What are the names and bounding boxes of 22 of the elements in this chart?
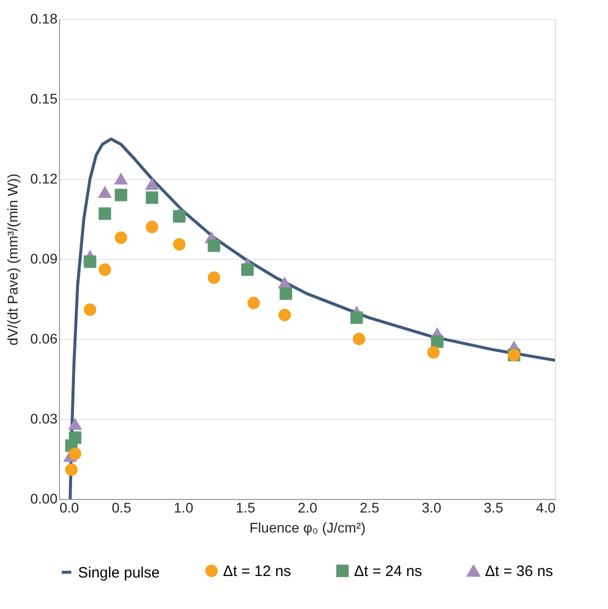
x-tick-label: 0.0 [60,500,80,516]
x-tick-label: 0.5 [112,500,132,516]
x-tick-label: 1.0 [174,500,194,516]
y-axis-title: dV/(dt Pave) (mm³/(min W)) [4,174,20,346]
x-tick-label: 2.0 [298,500,318,516]
y-tick-label: 0.12 [30,170,58,186]
x-axis-title: Fluence φ₀ (J/cm²) [249,520,366,536]
y-tick-label: 0.00 [30,490,58,506]
x-tick-label: 2.5 [360,500,380,516]
legend-label: Single pulse [78,564,160,582]
legend-label: Δt = 24 ns [354,562,422,580]
x-tick-label: 3.5 [484,500,504,516]
legend-label: Δt = 12 ns [223,562,291,580]
y-tick-label: 0.18 [30,10,58,26]
y-tick-label: 0.06 [30,330,58,346]
x-tick-label: 4.0 [536,500,556,516]
legend-label: Δt = 36 ns [485,563,553,580]
y-tick-label: 0.09 [30,250,58,266]
x-tick-label: 1.5 [236,500,256,516]
x-tick-label: 3.0 [422,500,442,516]
y-tick-label: 0.03 [30,410,58,426]
y-tick-label: 0.15 [30,90,58,106]
